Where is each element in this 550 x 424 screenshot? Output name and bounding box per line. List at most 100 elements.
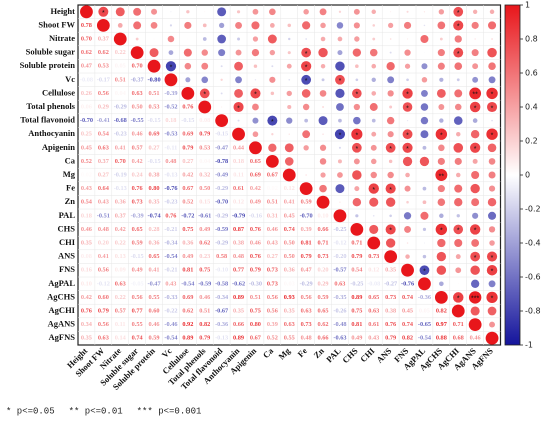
correlation-circle xyxy=(252,36,259,42)
significance-star: * xyxy=(355,92,358,99)
correlation-circle xyxy=(472,158,478,164)
correlation-label: 0.56 xyxy=(98,267,109,274)
diagonal-circle xyxy=(451,304,465,318)
correlation-circle xyxy=(422,227,427,231)
correlation-circle xyxy=(302,103,310,111)
diagonal-circle xyxy=(434,291,448,304)
correlation-label: -0.80 xyxy=(147,76,160,83)
correlation-circle xyxy=(456,172,461,178)
correlation-circle xyxy=(385,142,396,153)
correlation-label: 0.36 xyxy=(284,267,295,274)
correlation-circle xyxy=(404,49,411,56)
correlation-label: -0.54 xyxy=(164,253,178,260)
correlation-circle xyxy=(335,61,345,71)
significance-star: ** xyxy=(439,173,445,180)
correlation-circle xyxy=(422,186,427,191)
correlation-label: 0.48 xyxy=(98,226,109,233)
correlation-label: -0.47 xyxy=(215,144,228,151)
correlation-circle xyxy=(320,36,326,42)
correlation-label: 0.48 xyxy=(301,335,312,342)
correlation-label: 0.55 xyxy=(284,335,295,342)
correlation-label: 0.46 xyxy=(149,321,160,328)
correlation-label: 0.67 xyxy=(267,171,278,178)
correlation-label: -0.34 xyxy=(215,294,229,301)
row-label: Fe xyxy=(66,183,75,193)
correlation-label: 0.48 xyxy=(165,158,176,165)
correlation-circle xyxy=(353,158,360,165)
correlation-circle xyxy=(187,38,189,40)
correlation-label: 0.80 xyxy=(149,185,160,192)
significance-star: * xyxy=(491,269,494,276)
correlation-label: -0.70 xyxy=(215,199,228,206)
significance-star: * xyxy=(389,146,392,153)
diagonal-circle xyxy=(147,59,161,73)
correlation-circle xyxy=(385,224,396,235)
diagonal-circle xyxy=(401,263,414,277)
correlation-label: 0.79 xyxy=(385,335,396,342)
correlation-label: 0.56 xyxy=(301,294,312,301)
correlation-label: 0.63 xyxy=(132,90,143,97)
diagonal-circle xyxy=(384,250,398,263)
correlation-circle xyxy=(183,48,192,57)
correlation-circle xyxy=(287,23,291,28)
correlation-label: 0.41 xyxy=(149,267,160,274)
correlation-circle xyxy=(419,156,430,167)
colorbar-tick-label: 0.8 xyxy=(525,35,538,44)
colorbar-tick-label: 0.6 xyxy=(525,69,538,78)
row-label: CHS xyxy=(58,223,76,233)
correlation-label: -0.26 xyxy=(333,307,346,314)
correlation-label: 0.69 xyxy=(250,171,261,178)
column-label: CHS xyxy=(340,346,360,366)
correlation-label: 0.47 xyxy=(81,63,92,70)
row-label: ANS xyxy=(58,251,75,261)
correlation-circle xyxy=(471,170,480,180)
correlation-label: 0.16 xyxy=(81,267,92,274)
correlation-circle xyxy=(284,157,294,166)
correlation-circle xyxy=(167,35,175,43)
correlation-circle xyxy=(202,37,207,41)
correlation-label: 0.50 xyxy=(132,103,143,110)
correlation-circle xyxy=(352,88,362,99)
correlation-circle xyxy=(235,76,242,84)
correlation-circle xyxy=(488,211,497,220)
correlation-label: 0.25 xyxy=(81,131,92,138)
correlation-label: 0.93 xyxy=(284,294,295,301)
correlation-label: 0.76 xyxy=(250,226,261,233)
correlation-label: 0.49 xyxy=(250,199,261,206)
row-label: AgANS xyxy=(48,319,76,329)
correlation-label: -0.59 xyxy=(215,226,228,233)
correlation-circle xyxy=(117,23,123,28)
correlation-circle xyxy=(288,78,291,81)
correlation-label: 0.88 xyxy=(436,335,447,342)
significance-star: * xyxy=(237,105,240,112)
correlation-label: 0.76 xyxy=(165,212,176,219)
correlation-circle xyxy=(217,34,227,44)
correlation-circle xyxy=(318,116,328,126)
correlation-label: -0.33 xyxy=(164,294,177,301)
diagonal-circle xyxy=(367,236,381,250)
correlation-circle xyxy=(389,105,393,109)
correlation-circle xyxy=(438,9,445,15)
significance-star: * xyxy=(491,296,494,303)
correlation-circle xyxy=(435,128,448,140)
correlation-label: 0.20 xyxy=(98,239,109,246)
correlation-circle xyxy=(302,130,311,139)
correlation-label: -0.13 xyxy=(164,171,177,178)
correlation-label: -0.15 xyxy=(131,253,144,260)
correlation-circle xyxy=(437,157,445,165)
correlation-circle xyxy=(406,200,409,204)
correlation-circle xyxy=(220,78,223,81)
correlation-circle xyxy=(322,133,324,135)
correlation-label: -0.13 xyxy=(114,185,127,192)
correlation-circle xyxy=(404,63,411,69)
correlation-label: -0.15 xyxy=(147,117,160,124)
correlation-label: 0.12 xyxy=(233,199,244,206)
correlation-label: 0.70 xyxy=(132,63,143,70)
correlation-label: 0.76 xyxy=(385,321,396,328)
row-label: Zn xyxy=(65,196,76,206)
correlation-circle xyxy=(355,214,359,218)
row-label: FNS xyxy=(59,264,75,274)
correlation-circle xyxy=(252,131,259,138)
correlation-circle xyxy=(420,34,429,44)
correlation-circle xyxy=(404,225,412,233)
